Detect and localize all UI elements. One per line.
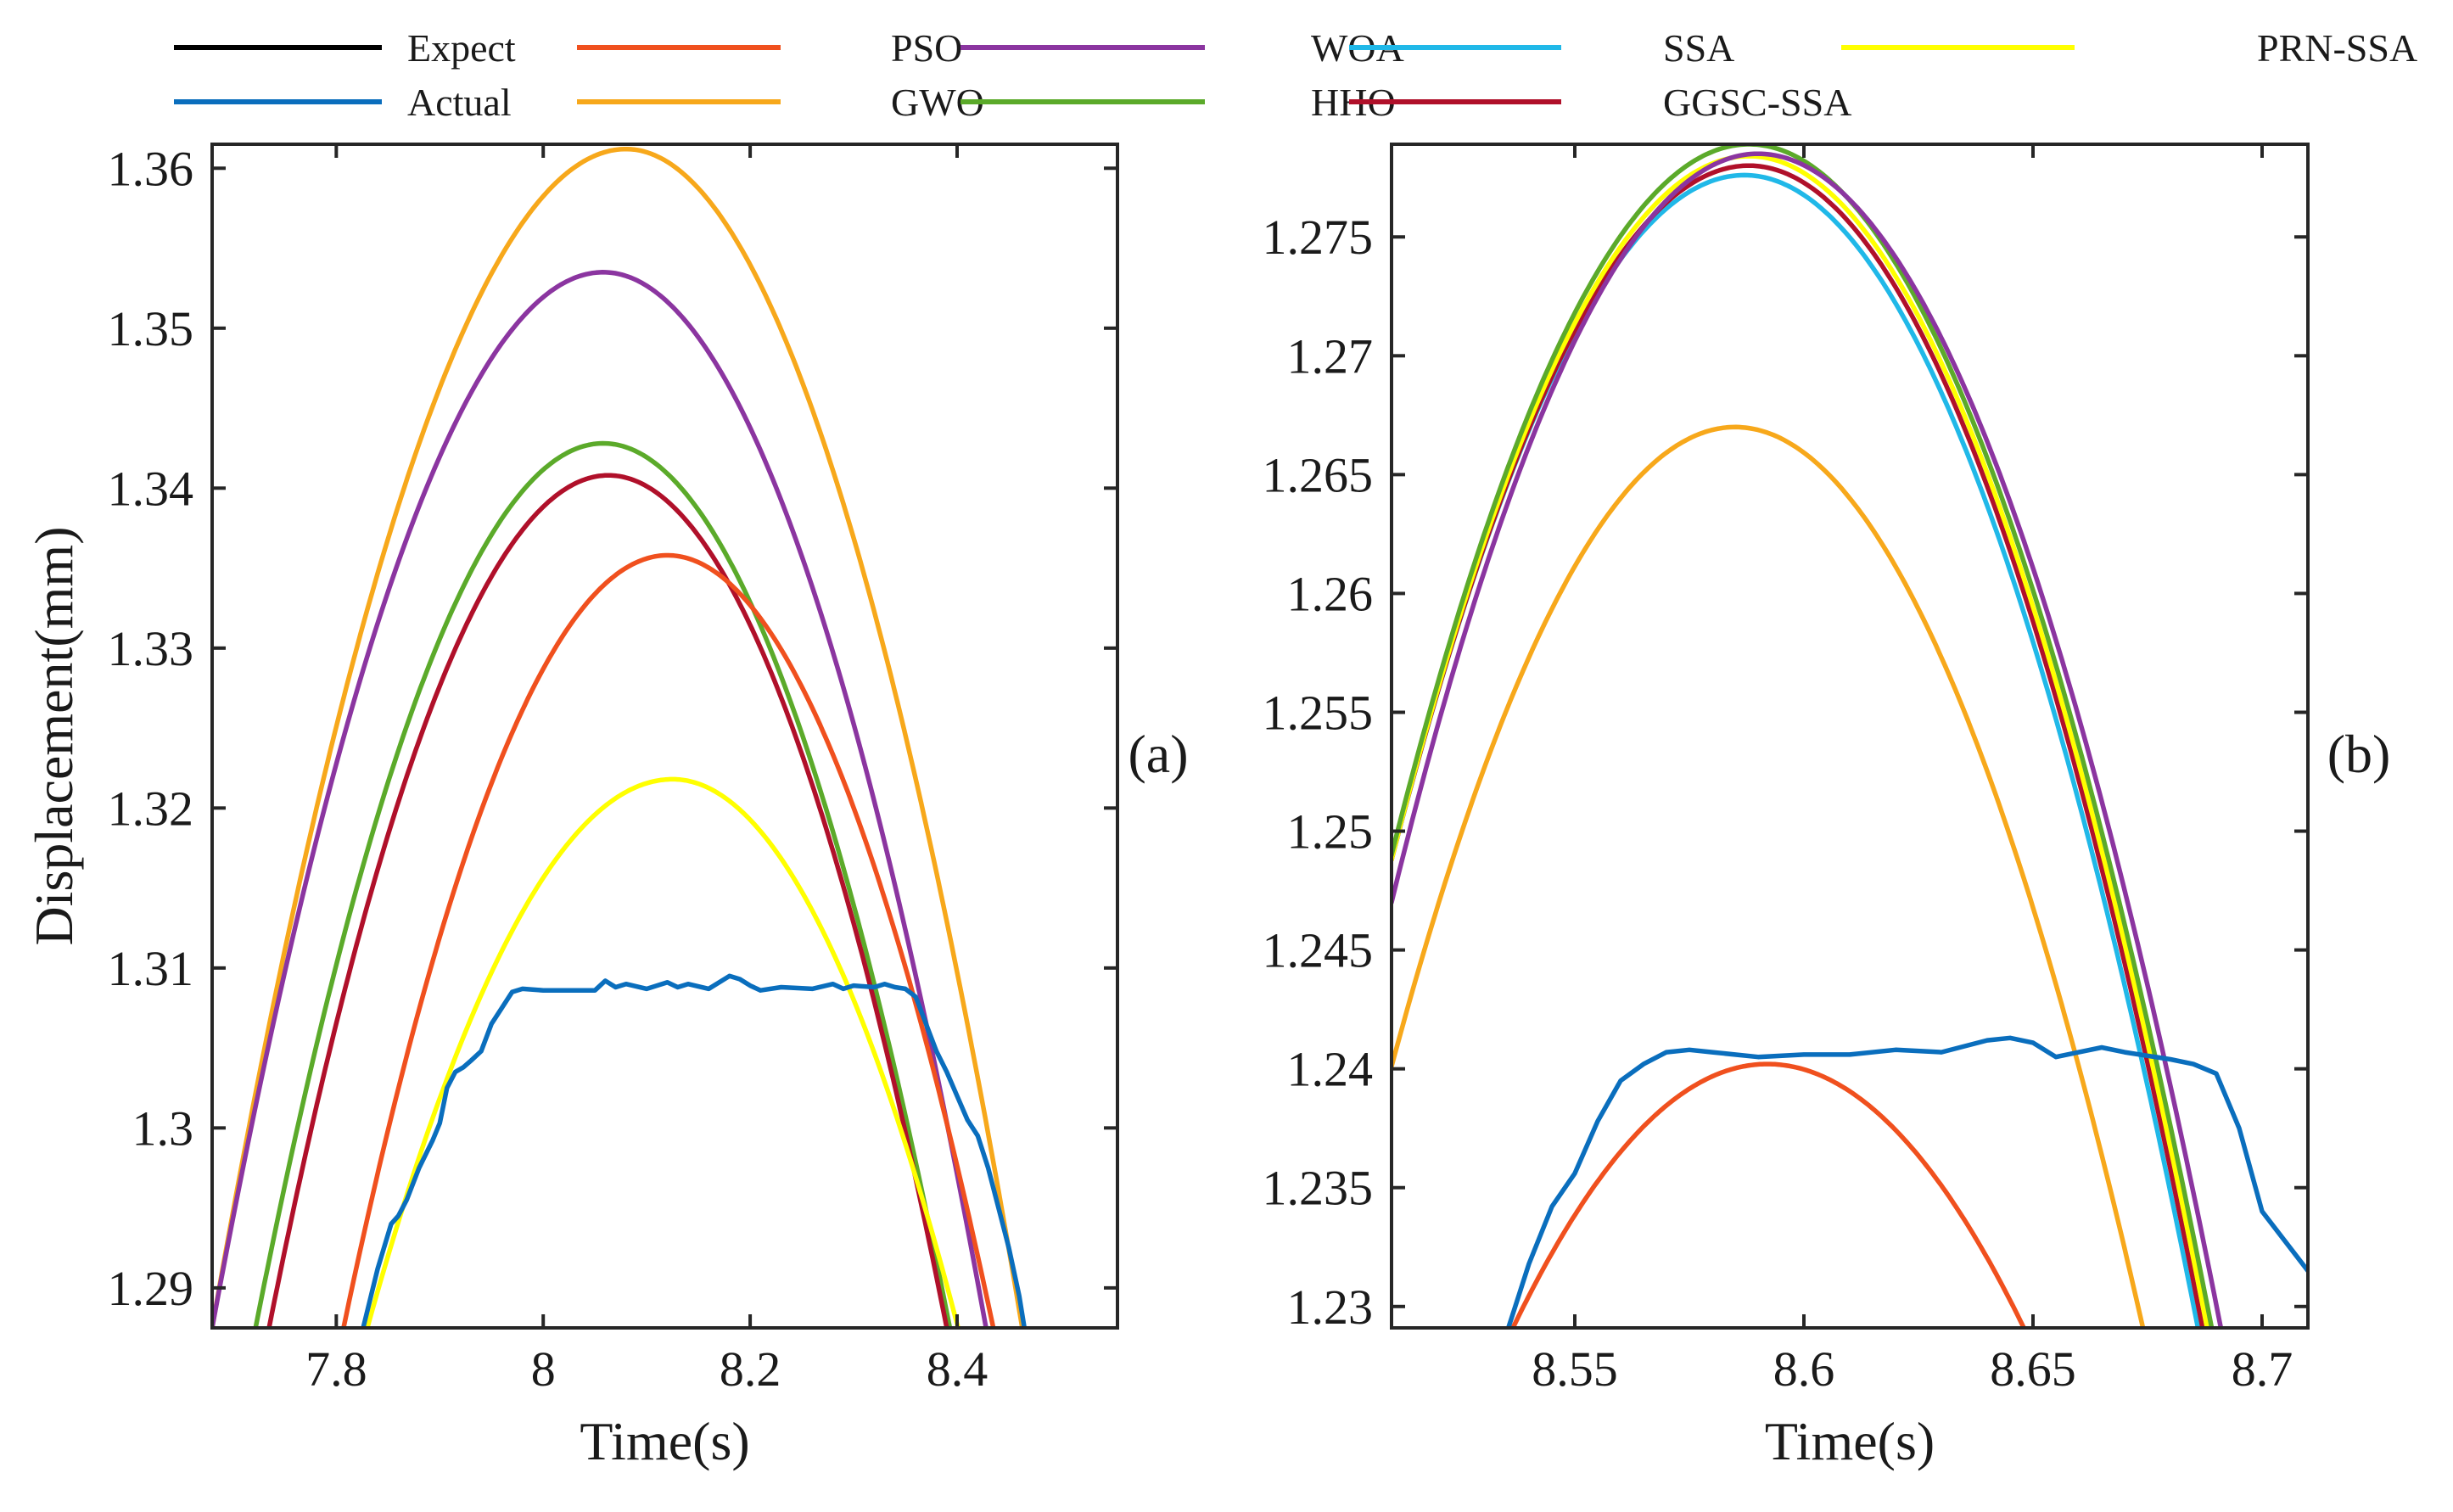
- y-tick-label: 1.27: [1287, 328, 1374, 384]
- x-tick-label: 7.8: [305, 1341, 367, 1397]
- y-tick-label: 1.35: [108, 301, 194, 356]
- panel-tag: (a): [1128, 724, 1188, 784]
- x-axis-title: Time(s): [1765, 1411, 1935, 1471]
- series-line-ggsc-ssa: [266, 473, 949, 1328]
- legend-label: GGSC-SSA: [1663, 81, 1851, 124]
- legend-entry-ggsc-ssa: GGSC-SSA: [1349, 81, 1851, 124]
- series-line-prn-ssa: [1392, 154, 2209, 1328]
- series-line-hho: [1392, 144, 2215, 1328]
- y-tick-label: 1.23: [1287, 1280, 1374, 1335]
- legend-label: PRN-SSA: [2257, 26, 2417, 70]
- y-tick-label: 1.235: [1263, 1161, 1374, 1216]
- legend-label: PSO: [891, 26, 962, 70]
- chart-panel-a: 7.8 8 8.2 8.4 1.29 1.3 1.31 1.32 1.33 1.34 1.35 1.3…: [24, 141, 1189, 1471]
- legend: Expect PSO WOA SSA PRN-SSA Actual GWO HHO GGSC-S…: [174, 26, 2417, 124]
- y-tick-label: 1.25: [1287, 804, 1374, 860]
- y-axis-title: Displacement(mm): [24, 526, 84, 945]
- legend-entry-gwo: GWO: [577, 81, 984, 124]
- x-tick-label: 8.4: [927, 1341, 988, 1397]
- x-tick-label: 8: [531, 1341, 556, 1397]
- y-tick-label: 1.34: [108, 461, 194, 516]
- series-line-hho: [253, 440, 953, 1328]
- series-line-actual: [361, 973, 1028, 1328]
- panel-tag: (b): [2327, 724, 2391, 784]
- legend-entry-pso: PSO: [577, 26, 962, 70]
- axes-frame: [210, 143, 1119, 1330]
- legend-entry-expect: Expect: [174, 26, 516, 70]
- y-tick-label: 1.265: [1263, 447, 1374, 502]
- series-line-gwo: [212, 146, 1025, 1328]
- x-tick-label: 8.7: [2232, 1341, 2293, 1397]
- y-tick-label: 1.24: [1287, 1042, 1374, 1097]
- legend-label: Actual: [407, 81, 512, 124]
- y-tick-label: 1.31: [108, 941, 194, 996]
- x-axis-title: Time(s): [580, 1411, 749, 1471]
- y-tick-label: 1.3: [132, 1100, 194, 1156]
- series-line-gwo: [1392, 424, 2146, 1328]
- legend-label: Expect: [407, 26, 516, 70]
- legend-entry-prn-ssa: PRN-SSA: [1841, 26, 2417, 70]
- legend-entry-woa: WOA: [960, 26, 1404, 70]
- y-tick-label: 1.36: [108, 141, 194, 196]
- chart-panel-b: 8.55 8.6 8.65 8.7 1.23 1.235 1.24 1.245 1.25 1.25…: [1263, 143, 2391, 1471]
- series-line-pso: [1510, 1061, 2026, 1328]
- x-tick-label: 8.6: [1773, 1341, 1835, 1397]
- y-tick-label: 1.32: [108, 781, 194, 836]
- series-line-prn-ssa: [365, 776, 960, 1328]
- axes-frame: [1390, 143, 2310, 1330]
- series-group: [1392, 144, 2308, 1328]
- legend-entry-hho: HHO: [960, 81, 1396, 124]
- y-tick-label: 1.255: [1263, 685, 1374, 740]
- legend-entry-ssa: SSA: [1349, 26, 1734, 70]
- legend-label: SSA: [1663, 26, 1734, 70]
- y-tick-label: 1.245: [1263, 923, 1374, 978]
- plot-area: [212, 144, 1117, 1328]
- y-tick-label: 1.33: [108, 621, 194, 676]
- series-line-woa: [1392, 151, 2224, 1328]
- x-tick-label: 8.55: [1532, 1341, 1618, 1397]
- series-line-actual: [1505, 1035, 2308, 1328]
- x-tick-label: 8.2: [720, 1341, 781, 1397]
- x-tick-label: 8.65: [1990, 1341, 2076, 1397]
- series-group: [212, 146, 1028, 1328]
- legend-entry-actual: Actual: [174, 81, 512, 124]
- series-line-pso: [341, 552, 996, 1328]
- y-tick-label: 1.275: [1263, 210, 1374, 265]
- y-tick-label: 1.26: [1287, 566, 1374, 621]
- series-line-woa: [212, 270, 988, 1328]
- y-tick-label: 1.29: [108, 1261, 194, 1316]
